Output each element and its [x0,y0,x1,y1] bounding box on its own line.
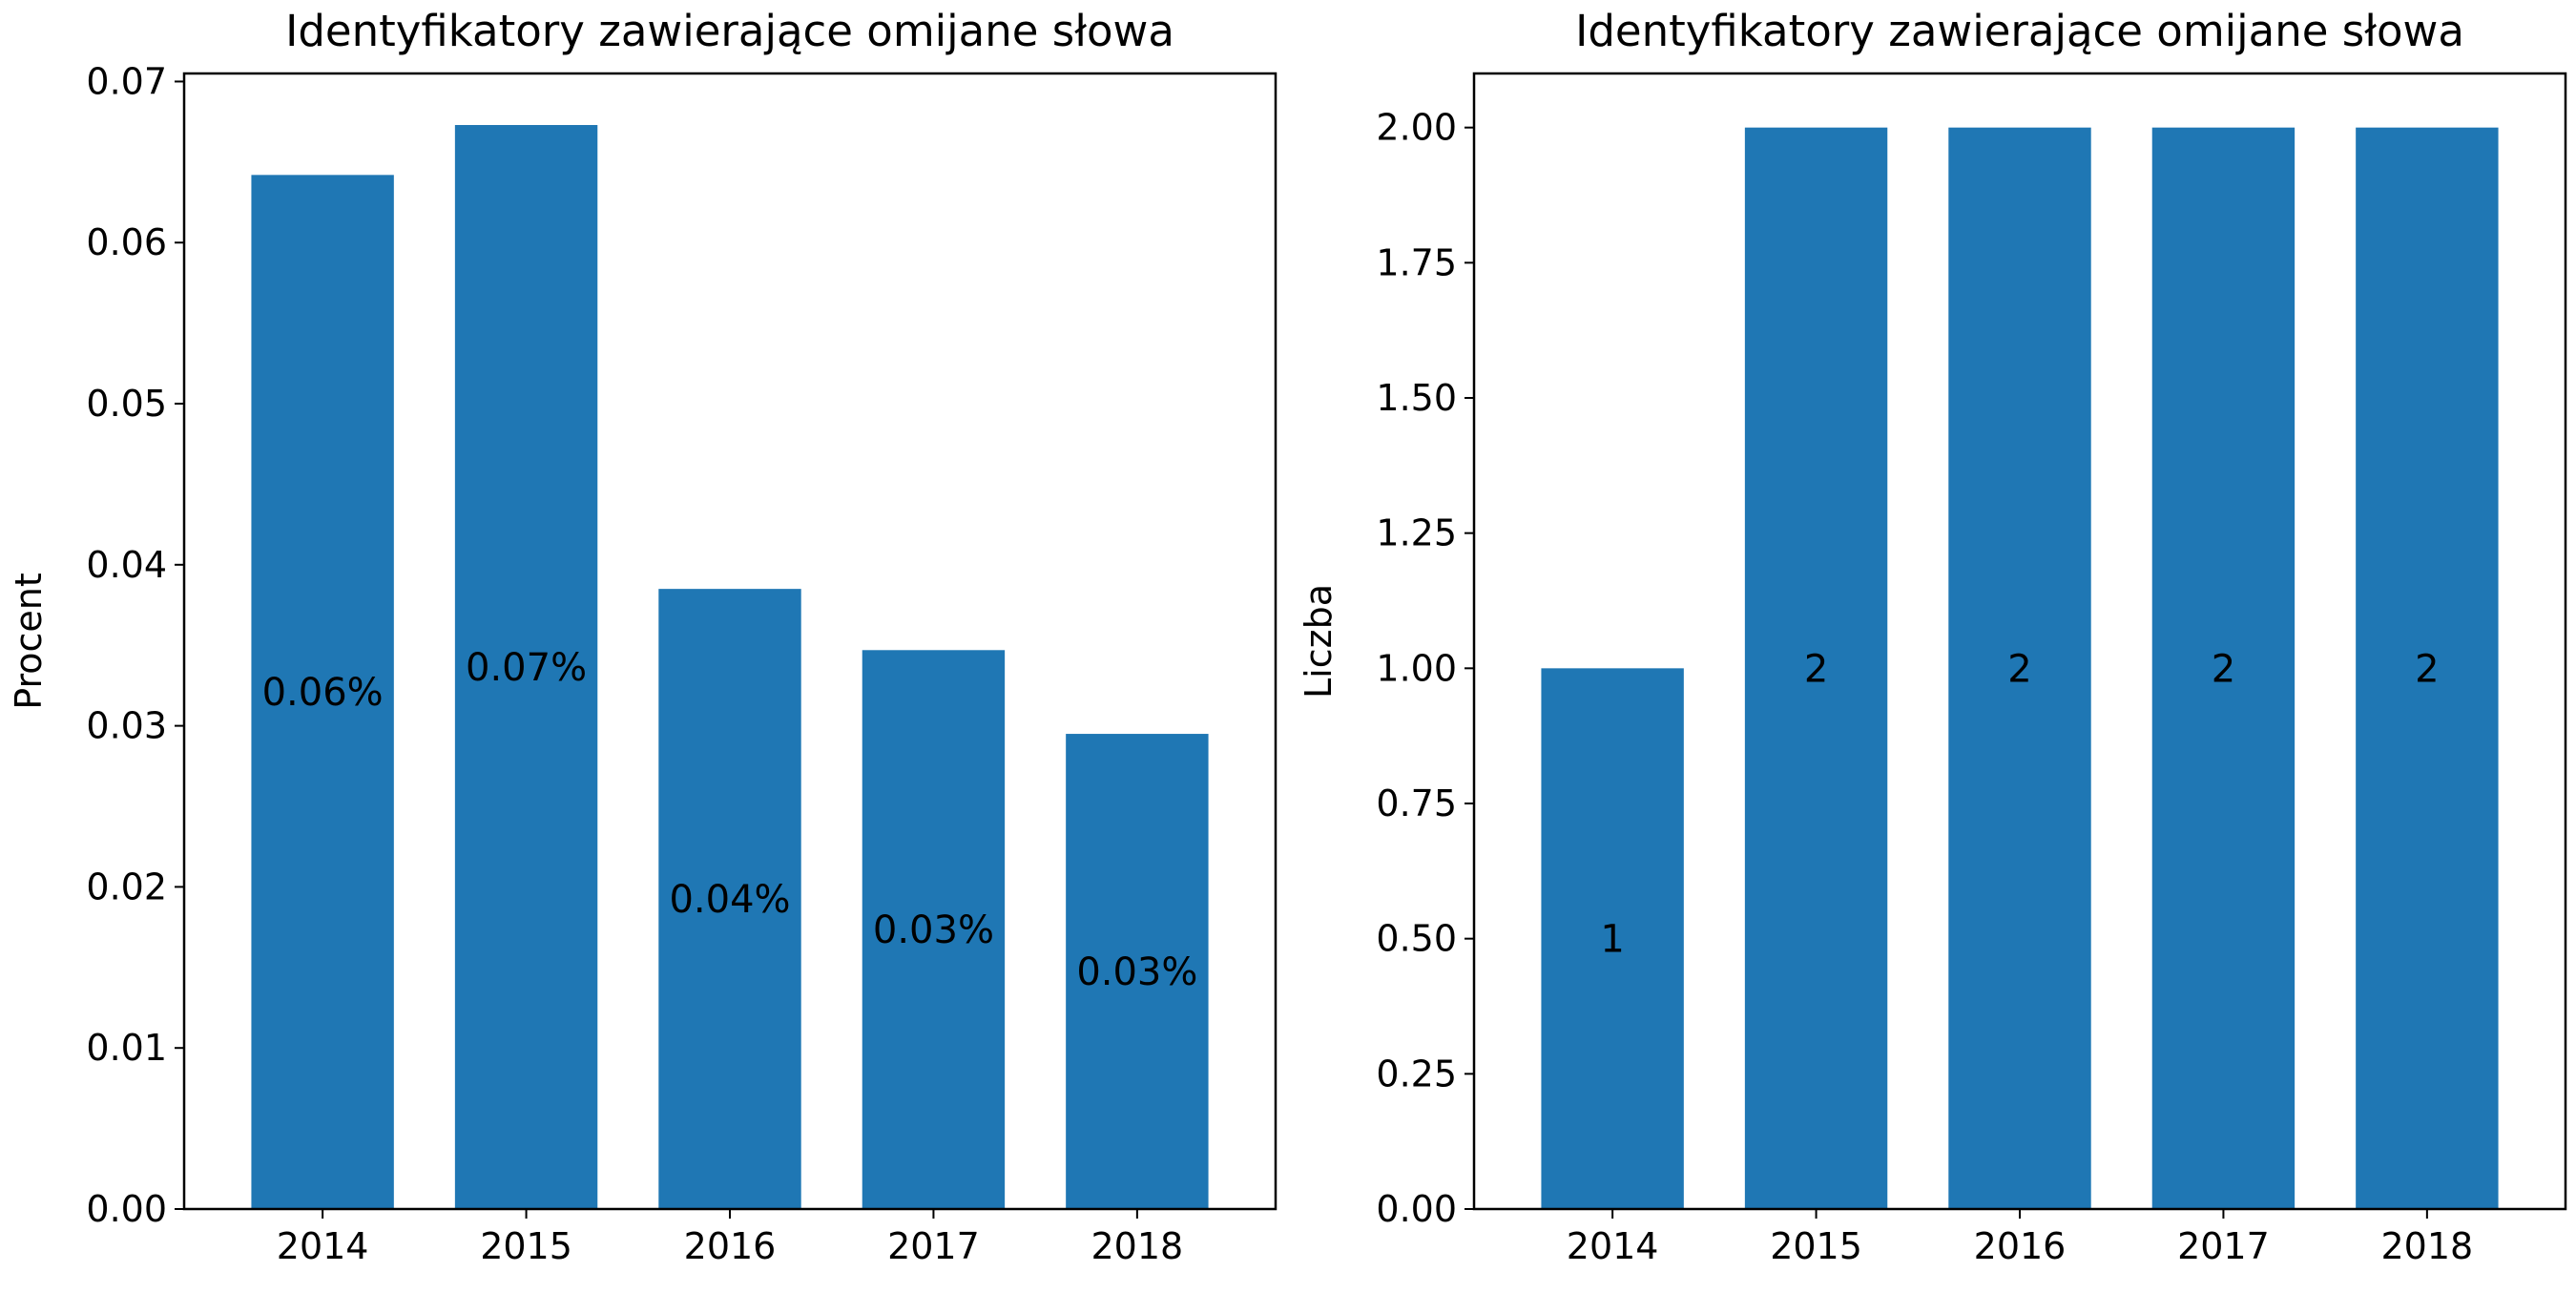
bar-value-label: 0.07% [466,646,587,690]
bar-value-label: 1 [1600,918,1624,962]
x-tick-label: 2016 [1974,1225,2067,1267]
bar-value-label: 2 [2007,647,2031,691]
plot-area: 0.06% 2014 0.07% 2015 0.04% 2016 0.03% 2017 0.03… [86,60,1278,1267]
y-axis-label: Liczba [1298,584,1340,699]
y-tick-label: 0.00 [1376,1188,1457,1230]
bar-2014 [1541,668,1684,1209]
y-tick-label: 1.50 [1376,377,1457,419]
bar-2017 [2151,127,2296,1210]
bar-value-label: 2 [1804,647,1828,691]
bar-2017 [862,650,1006,1209]
y-tick-label: 1.00 [1376,647,1457,689]
bar-value-label: 2 [2212,647,2235,691]
y-tick-label: 0.01 [86,1027,167,1069]
chart-procent: Identyfikatory zawierające omijane słowa… [8,6,1278,1267]
y-tick-label: 2.00 [1376,107,1457,149]
x-tick-label: 2016 [684,1225,777,1267]
y-tick-label: 0.25 [1376,1053,1457,1095]
y-tick-label: 1.25 [1376,512,1457,554]
y-tick-label: 0.04 [86,544,167,586]
y-tick-label: 1.75 [1376,241,1457,283]
x-tick-label: 2017 [2177,1225,2270,1267]
chart-liczba: Identyfikatory zawierające omijane słowa… [1298,6,2567,1267]
bar-value-label: 0.03% [873,908,994,952]
bar-value-label: 0.04% [669,878,790,922]
plot-area: 1 2014 2 2015 2 2016 2 2017 2 2018 0.00 0.25 0.50 0.7… [1376,72,2567,1267]
bar-2018 [1066,734,1209,1209]
y-tick-label: 0.05 [86,383,167,425]
x-tick-label: 2018 [1091,1225,1184,1267]
y-tick-label: 0.75 [1376,782,1457,824]
bar-value-label: 2 [2415,647,2439,691]
bar-2015 [454,125,598,1210]
axes-frame [182,72,1278,1211]
chart-title: Identyfikatory zawierające omijane słowa [1575,6,2464,56]
x-tick-label: 2014 [1567,1225,1659,1267]
y-tick-label: 0.03 [86,705,167,747]
bar-2016 [658,589,801,1209]
y-tick-label: 0.06 [86,221,167,263]
chart-title: Identyfikatory zawierające omijane słowa [285,6,1174,56]
bar-2015 [1744,127,1888,1210]
y-axis-label: Procent [8,573,50,710]
y-tick-label: 0.50 [1376,918,1457,960]
bar-2018 [2356,127,2499,1210]
x-tick-label: 2018 [2381,1225,2474,1267]
y-tick-label: 0.00 [86,1188,167,1230]
bar-2014 [251,175,394,1209]
bar-2016 [1948,127,2091,1210]
y-tick-label: 0.02 [86,865,167,907]
y-tick-label: 0.07 [86,60,167,102]
x-tick-label: 2017 [887,1225,980,1267]
x-tick-label: 2015 [480,1225,572,1267]
axes-frame [1472,72,2567,1211]
bar-value-label: 0.03% [1076,950,1197,994]
bar-value-label: 0.06% [262,671,384,715]
x-tick-label: 2015 [1770,1225,1862,1267]
x-tick-label: 2014 [277,1225,369,1267]
